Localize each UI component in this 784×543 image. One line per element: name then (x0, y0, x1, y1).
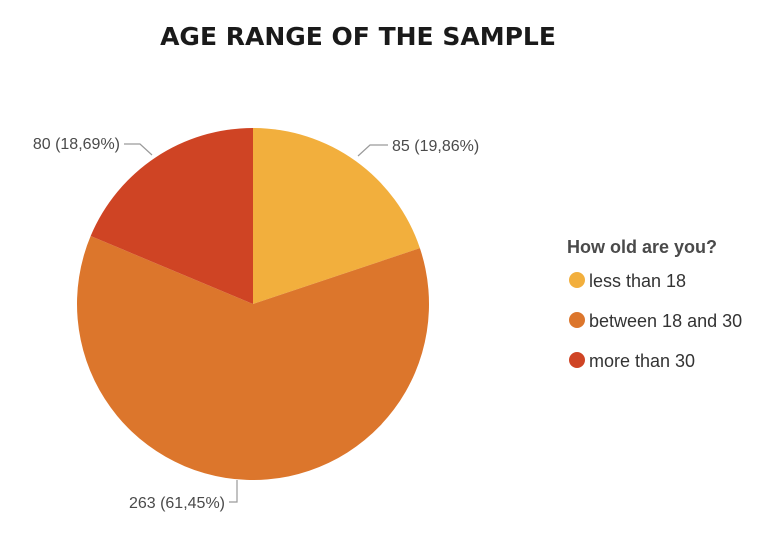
legend-title: How old are you? (567, 237, 717, 257)
legend-label-less-than-18: less than 18 (589, 271, 686, 291)
legend-marker-between-18-and-30 (569, 312, 585, 328)
pie-slices (77, 128, 430, 481)
pie-slice-less-than-18 (253, 128, 420, 304)
legend-marker-less-than-18 (569, 272, 585, 288)
legend: How old are you? less than 18 between 18 … (567, 237, 742, 371)
legend-label-more-than-30: more than 30 (589, 351, 695, 371)
leader-line-less-than-18 (357, 144, 388, 157)
leader-line-between-18-and-30 (229, 480, 238, 503)
data-label-between-18-and-30: 263 (61,45%) (129, 495, 225, 512)
data-labels: 85 (19,86%) 263 (61,45%) 80 (18,69%) (33, 136, 479, 512)
data-label-less-than-18: 85 (19,86%) (392, 138, 479, 155)
pie-slice-more-than-30 (90, 128, 254, 304)
pie-slice-between-18-and-30 (77, 236, 430, 481)
data-label-more-than-30: 80 (18,69%) (33, 136, 120, 153)
legend-marker-more-than-30 (569, 352, 585, 368)
leader-line-more-than-30 (124, 143, 153, 156)
legend-label-between-18-and-30: between 18 and 30 (589, 311, 742, 331)
chart-title: AGE RANGE OF THE SAMPLE (160, 22, 556, 51)
